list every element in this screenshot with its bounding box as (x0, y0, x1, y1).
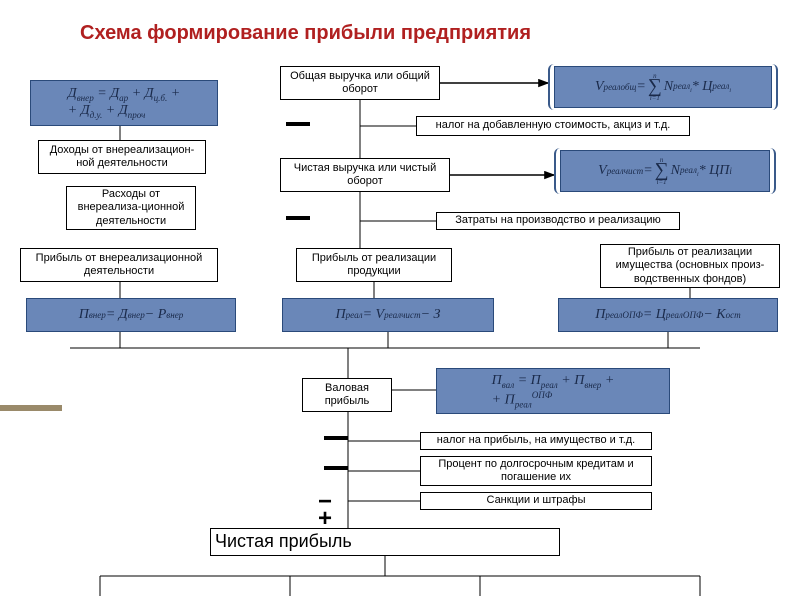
formula-dvner: Двнер = Дар + Дц.б. ++ Дд.у. + Дпроч (30, 80, 218, 126)
box-sales-profit: Прибыль от реализации продукции (296, 248, 452, 282)
box-net-profit: Чистая прибыль (210, 528, 560, 556)
formula-vchist: Vреалчист = n∑i=1 Nреалi * ЦПi (560, 150, 770, 192)
box-interest: Процент по долгосрочным кредитам и погаш… (420, 456, 652, 486)
accent-bar (0, 405, 62, 411)
box-asset-profit: Прибыль от реализации имущества (основны… (600, 244, 780, 288)
box-nonop-profit: Прибыль от внереализационной деятельност… (20, 248, 218, 282)
box-profit-tax: налог на прибыль, на имущество и т.д. (420, 432, 652, 450)
formula-popf: ПреалОПФ = ЦреалОПФ − Кост (558, 298, 778, 332)
formula-pval: Пвал = Преал + Пвнер ++ ПреалОПФ (436, 368, 670, 414)
minus-icon (286, 216, 310, 220)
formula-vreal: Vреалобщ = n∑i=1 Nреалi * Цреалi (554, 66, 772, 108)
minus-icon (286, 122, 310, 126)
box-production-cost: Затраты на производство и реализацию (436, 212, 680, 230)
box-gross-profit: Валовая прибыль (302, 378, 392, 412)
box-nonop-expense: Расходы от внереализа-ционной деятельнос… (66, 186, 196, 230)
minus-icon (324, 466, 348, 470)
formula-pvner: Пвнер = Двнер − Рвнер (26, 298, 236, 332)
box-vat-note: налог на добавленную стоимость, акциз и … (416, 116, 690, 136)
box-sanctions: Санкции и штрафы (420, 492, 652, 510)
page-title: Схема формирование прибыли предприятия (80, 22, 531, 45)
box-nonop-income: Доходы от внереализацион-ной деятельност… (38, 140, 206, 174)
minus-icon (324, 436, 348, 440)
box-net-revenue: Чистая выручка или чистый оборот (280, 158, 450, 192)
formula-preal: Преал = Vреалчист − З (282, 298, 494, 332)
box-total-revenue: Общая выручка или общий оборот (280, 66, 440, 100)
plusminus-icon: −+ (318, 494, 332, 528)
